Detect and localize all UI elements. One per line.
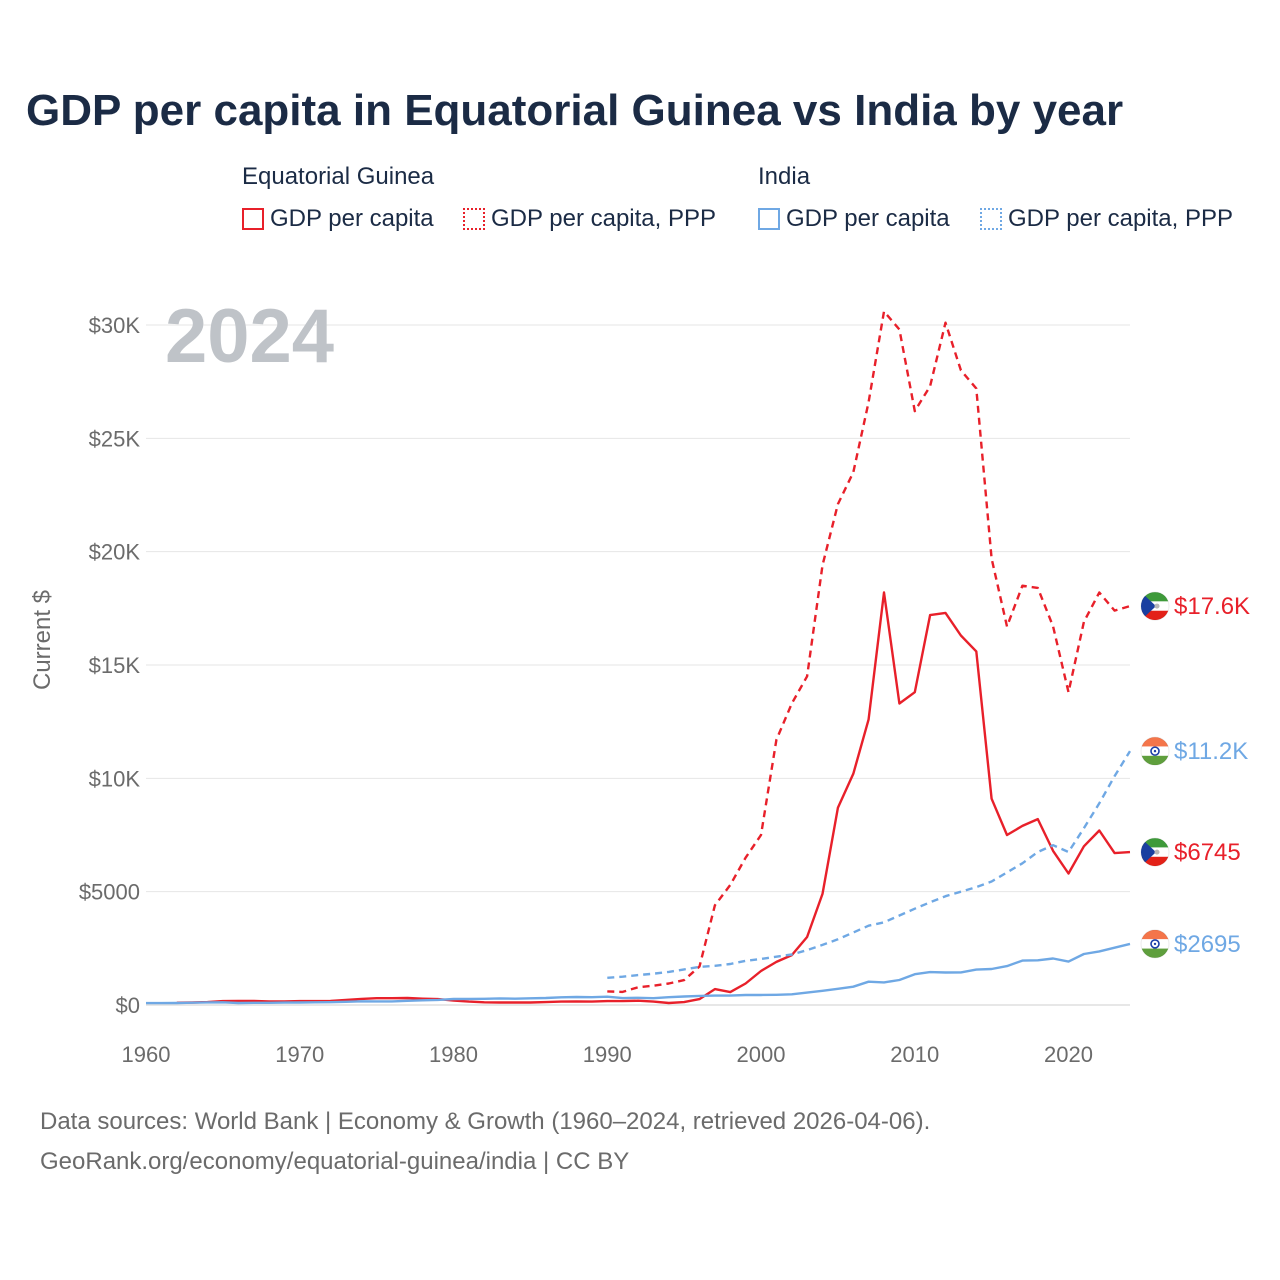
india-flag-icon	[1140, 736, 1170, 766]
legend-label: GDP per capita	[786, 205, 950, 232]
flag-body	[1141, 929, 1169, 958]
series-end-label: $11.2K	[1174, 738, 1248, 765]
legend-item-eg-gdp[interactable]: GDP per capita	[242, 205, 434, 233]
y-tick-label: $10K	[89, 766, 141, 791]
flag-stripe	[1141, 948, 1169, 958]
legend-item-eg-gdp-ppp[interactable]: GDP per capita, PPP	[463, 205, 716, 233]
flag-body	[1141, 838, 1169, 867]
x-tick-label: 1990	[583, 1042, 632, 1067]
legend-group-equatorial-guinea: Equatorial Guinea	[242, 163, 435, 190]
equatorial-guinea-flag-icon	[1140, 591, 1170, 621]
india-gdp-line	[146, 942, 1131, 1005]
legend-item-india-gdp-ppp[interactable]: GDP per capita, PPP	[980, 205, 1233, 233]
equatorial-guinea-flag-icon	[1140, 837, 1170, 867]
flag-wheel-hub	[1153, 942, 1157, 946]
flag-emblem	[1154, 603, 1160, 609]
flag-stripe	[1141, 592, 1169, 602]
flag-body	[1141, 737, 1169, 766]
flag-wheel-hub	[1153, 749, 1157, 753]
x-tick-label: 1970	[275, 1042, 324, 1067]
y-tick-label: $20K	[89, 540, 141, 565]
eg-gdp-ppp-line	[607, 310, 1131, 994]
flag-triangle	[1141, 592, 1156, 621]
flag-stripe	[1141, 856, 1169, 867]
legend-swatch-solid-icon	[758, 208, 780, 230]
x-tick-label: 2000	[737, 1042, 786, 1067]
flag-outline	[1140, 837, 1170, 867]
flag-stripe	[1141, 838, 1169, 848]
series-end-label: $17.6K	[1174, 593, 1250, 620]
y-tick-label: $25K	[89, 426, 141, 451]
legend-swatch-dotted-icon	[463, 208, 485, 230]
series-end-label: $6745	[1174, 839, 1241, 866]
flag-triangle	[1141, 838, 1156, 867]
flag-stripe	[1141, 755, 1169, 766]
flag-stripe	[1141, 610, 1169, 621]
flag-outline	[1140, 929, 1170, 959]
legend-swatch-solid-icon	[242, 208, 264, 230]
eg-gdp-line	[176, 591, 1131, 1005]
chart-plot-area: $0 $5000 $10K $15K $20K $25K $30K 1960 1970 1980 1…	[29, 294, 1250, 1067]
year-label: 2024	[165, 294, 334, 379]
india-flag-icon	[1140, 929, 1170, 959]
y-tick-label: $15K	[89, 653, 141, 678]
flag-emblem	[1154, 849, 1160, 855]
flag-body	[1141, 592, 1169, 621]
y-tick-label: $5000	[79, 880, 140, 905]
india-gdp-ppp-line	[607, 750, 1132, 979]
flag-wheel	[1150, 746, 1160, 756]
series-end-label: $2695	[1174, 931, 1241, 958]
y-tick-label: $30K	[89, 313, 141, 338]
legend-label: GDP per capita, PPP	[1008, 205, 1233, 232]
legend-item-india-gdp[interactable]: GDP per capita	[758, 205, 950, 233]
source-line-1: Data sources: World Bank | Economy & Gro…	[40, 1108, 931, 1135]
x-tick-label: 1960	[122, 1042, 171, 1067]
legend-group-india: India	[758, 163, 811, 190]
legend-swatch-dotted-icon	[980, 208, 1002, 230]
flag-outline	[1140, 591, 1170, 621]
chart-title: GDP per capita in Equatorial Guinea vs I…	[26, 86, 1124, 135]
flag-stripe	[1141, 929, 1169, 940]
y-tick-label: $0	[116, 993, 140, 1018]
flag-wheel	[1150, 939, 1160, 949]
x-tick-label: 2010	[890, 1042, 939, 1067]
x-tick-label: 1980	[429, 1042, 478, 1067]
legend-label: GDP per capita	[270, 205, 434, 232]
y-axis-label: Current $	[29, 590, 56, 690]
legend-label: GDP per capita, PPP	[491, 205, 716, 232]
flag-outline	[1140, 736, 1170, 766]
source-line-2[interactable]: GeoRank.org/economy/equatorial-guinea/in…	[40, 1148, 630, 1175]
flag-stripe	[1141, 737, 1169, 747]
x-tick-label: 2020	[1044, 1042, 1093, 1067]
